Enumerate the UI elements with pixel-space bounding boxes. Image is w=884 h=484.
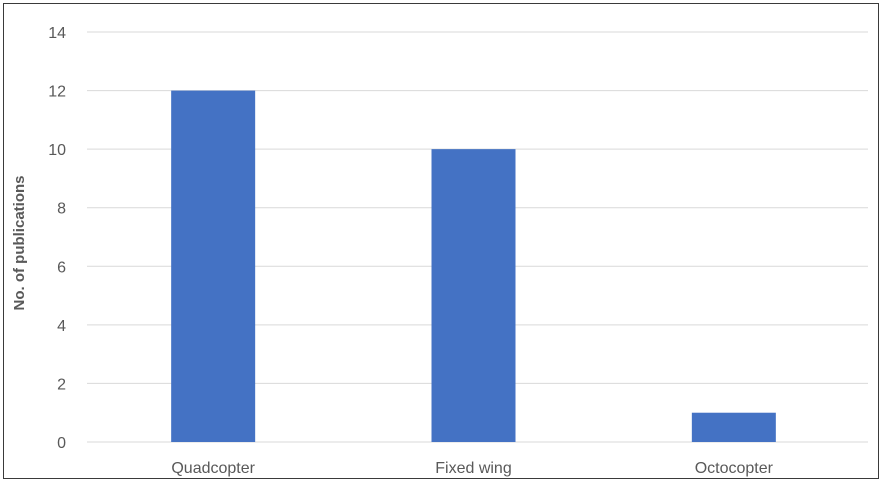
y-axis-title: No. of publications: [11, 176, 28, 311]
x-category-label: Octocopter: [695, 460, 774, 477]
bar-quadcopter: [171, 90, 256, 443]
y-tick-label: 14: [48, 25, 66, 42]
y-tick-label: 10: [48, 142, 66, 159]
bars: [171, 90, 776, 443]
x-category-label: Quadcopter: [171, 460, 255, 477]
bar-fixed-wing: [431, 149, 516, 442]
y-tick-label: 12: [48, 84, 66, 101]
y-tick-label: 0: [57, 435, 66, 452]
bar-octocopter: [691, 412, 776, 442]
x-category-label: Fixed wing: [435, 460, 511, 477]
y-tick-labels: 0 2 4 6 8 10 12 14: [48, 25, 66, 452]
x-category-labels: Quadcopter Fixed wing Octocopter: [171, 460, 773, 477]
y-tick-label: 6: [57, 259, 66, 276]
y-tick-label: 8: [57, 201, 66, 218]
y-tick-label: 2: [57, 376, 66, 393]
y-tick-label: 4: [57, 318, 66, 335]
